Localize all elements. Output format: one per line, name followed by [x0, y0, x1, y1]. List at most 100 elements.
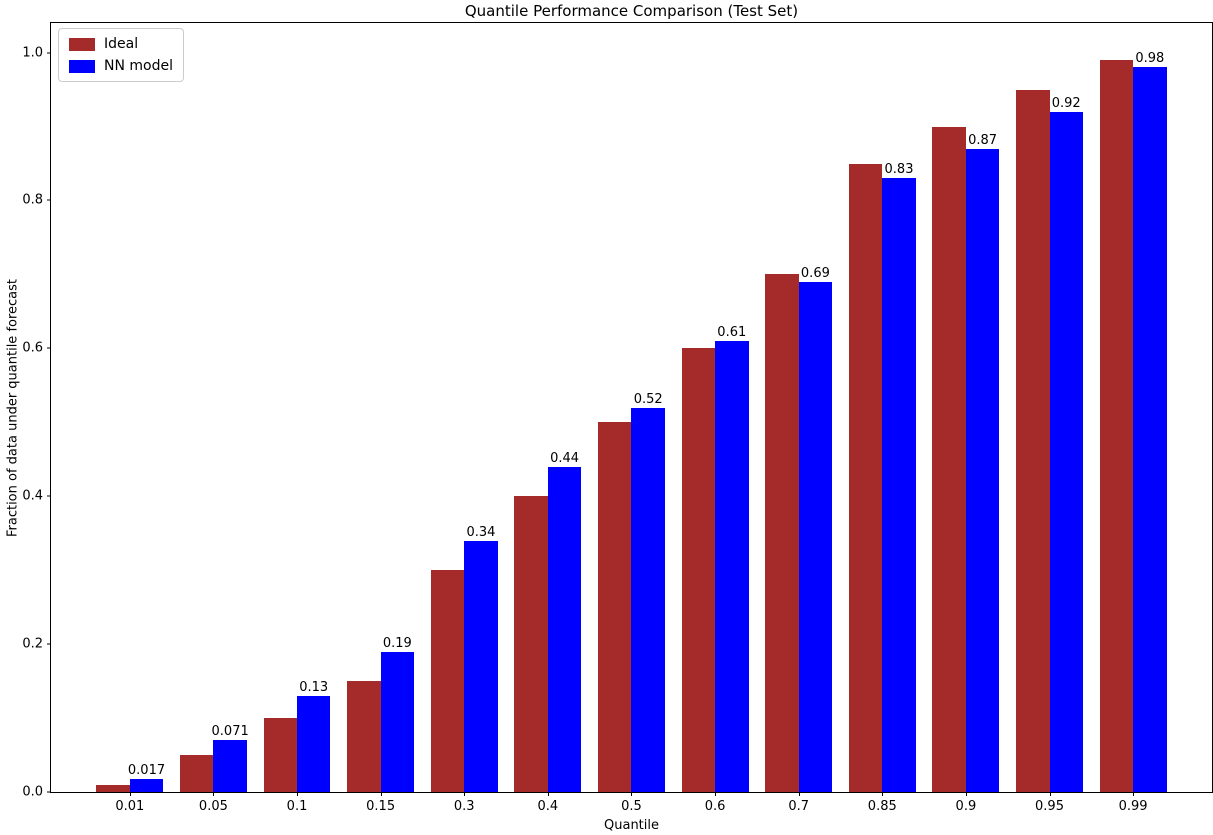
bar-nn-model: 0.98: [1133, 51, 1167, 792]
bar-group: 0.52 0.5: [590, 23, 674, 814]
legend-item-ideal: Ideal: [69, 36, 173, 52]
bar-nn-model: 0.34: [464, 525, 498, 792]
bar-value-label: 0.98: [1135, 51, 1165, 67]
bar-nn-model: 0.92: [1049, 96, 1083, 792]
bar-value-label: 0.13: [299, 679, 329, 695]
x-tick-mark: [380, 792, 382, 796]
bar-nn-model: 0.69: [798, 266, 833, 792]
legend-swatch-nn-model: [69, 59, 95, 73]
bar-nn-model: 0.44: [547, 451, 582, 792]
bar-group: 0.34 0.3: [422, 23, 506, 814]
bar-group: 0.071 0.05: [172, 23, 256, 814]
x-tick-mark: [464, 792, 466, 796]
plot-area: 0.017 0.01 0.071 0.05 0.13 0.1 0.19 0.15 0.34 0.3…: [22, 22, 1213, 814]
x-tick-label: 0.1: [286, 799, 308, 814]
bar-ideal: [514, 496, 548, 792]
bar-group: 0.92 0.95: [1008, 23, 1092, 814]
bar-nn-model: 0.61: [715, 325, 749, 792]
bar-ideal: [765, 274, 799, 792]
bar-nn-model: 0.83: [882, 162, 916, 792]
bar-ideal: [1099, 59, 1134, 792]
x-tick-mark: [129, 792, 131, 796]
bar-ideal: [179, 755, 214, 792]
bar-value-label: 0.52: [633, 391, 663, 407]
bar-value-label: 0.071: [211, 723, 249, 739]
bar-group: 0.98 0.99: [1091, 23, 1175, 814]
y-tick-label: 0.6: [22, 340, 43, 356]
x-tick-label: 0.5: [621, 799, 642, 814]
x-tick-mark: [631, 792, 633, 796]
x-tick-mark: [1049, 792, 1051, 796]
bar-group: 0.44 0.4: [506, 23, 590, 814]
bar-nn-model: 0.13: [297, 680, 331, 792]
bar-group: 0.19 0.15: [339, 23, 423, 814]
x-tick-mark: [213, 792, 215, 796]
bar-ideal: [1016, 89, 1050, 792]
y-tick-mark: [47, 643, 51, 645]
bar-groups-container: 0.017 0.01 0.071 0.05 0.13 0.1 0.19 0.15 0.34 0.3…: [51, 23, 1212, 814]
bar-nn-model: 0.19: [380, 636, 415, 792]
x-axis-label: Quantile: [604, 818, 659, 833]
x-tick-mark: [882, 792, 884, 796]
bar-group: 0.83 0.85: [840, 23, 924, 814]
x-tick-label: 0.9: [955, 799, 977, 814]
bar-value-label: 0.69: [800, 265, 830, 281]
bar-group: 0.61 0.6: [673, 23, 757, 814]
bar-ideal: [430, 570, 465, 792]
x-tick-label: 0.7: [788, 799, 810, 814]
bar-value-label: 0.44: [550, 450, 580, 466]
x-tick-label: 0.85: [867, 799, 897, 814]
x-tick-mark: [798, 792, 800, 796]
y-tick-mark: [47, 791, 51, 793]
y-tick-mark: [47, 495, 51, 497]
legend-label: NN model: [104, 58, 173, 74]
x-tick-label: 0.15: [366, 799, 396, 814]
bar-value-label: 0.34: [466, 524, 496, 540]
bar-value-label: 0.19: [382, 635, 412, 651]
bar-group: 0.13 0.1: [255, 23, 339, 814]
y-tick-label: 0.0: [22, 784, 43, 800]
y-tick-mark: [47, 347, 51, 349]
legend-label: Ideal: [104, 36, 139, 52]
y-axis-label: Fraction of data under quantile forecast: [5, 278, 21, 538]
legend-item-nn-model: NN model: [69, 58, 173, 74]
legend-swatch-ideal: [69, 37, 95, 51]
x-tick-label: 0.3: [453, 799, 475, 814]
x-tick-label: 0.05: [198, 799, 228, 814]
x-tick-mark: [1133, 792, 1135, 796]
bar-nn-model: 0.071: [212, 724, 249, 792]
bar-value-label: 0.92: [1051, 95, 1081, 111]
x-tick-mark: [297, 792, 299, 796]
bar-nn-model: 0.52: [631, 392, 665, 792]
x-tick-label: 0.99: [1118, 799, 1148, 814]
x-tick-mark: [965, 792, 967, 796]
x-tick-label: 0.4: [537, 799, 559, 814]
y-tick-label: 1.0: [22, 45, 43, 61]
y-tick-label: 0.8: [22, 192, 43, 208]
y-tick-mark: [47, 52, 51, 54]
x-tick-label: 0.01: [115, 799, 145, 814]
bar-value-label: 0.61: [717, 324, 747, 340]
x-tick-label: 0.6: [704, 799, 726, 814]
bar-ideal: [681, 348, 716, 792]
bar-ideal: [347, 681, 381, 792]
bar-ideal: [848, 163, 883, 792]
y-tick-label: 0.2: [22, 636, 43, 652]
bar-group: 0.017 0.01: [88, 23, 172, 814]
bar-ideal: [96, 784, 130, 792]
x-tick-mark: [715, 792, 717, 796]
x-tick-label: 0.95: [1035, 799, 1064, 814]
bar-ideal: [598, 422, 632, 792]
bar-group: 0.69 0.7: [757, 23, 841, 814]
y-tick-label: 0.4: [22, 488, 43, 504]
bar-value-label: 0.017: [127, 763, 166, 779]
bar-ideal: [263, 718, 298, 792]
legend: Ideal NN model: [58, 28, 184, 82]
bar-nn-model: 0.017: [128, 763, 165, 792]
bar-value-label: 0.87: [968, 132, 998, 148]
x-tick-mark: [547, 792, 549, 796]
bar-nn-model: 0.87: [965, 133, 1000, 792]
y-tick-mark: [47, 199, 51, 201]
bar-value-label: 0.83: [884, 162, 914, 178]
